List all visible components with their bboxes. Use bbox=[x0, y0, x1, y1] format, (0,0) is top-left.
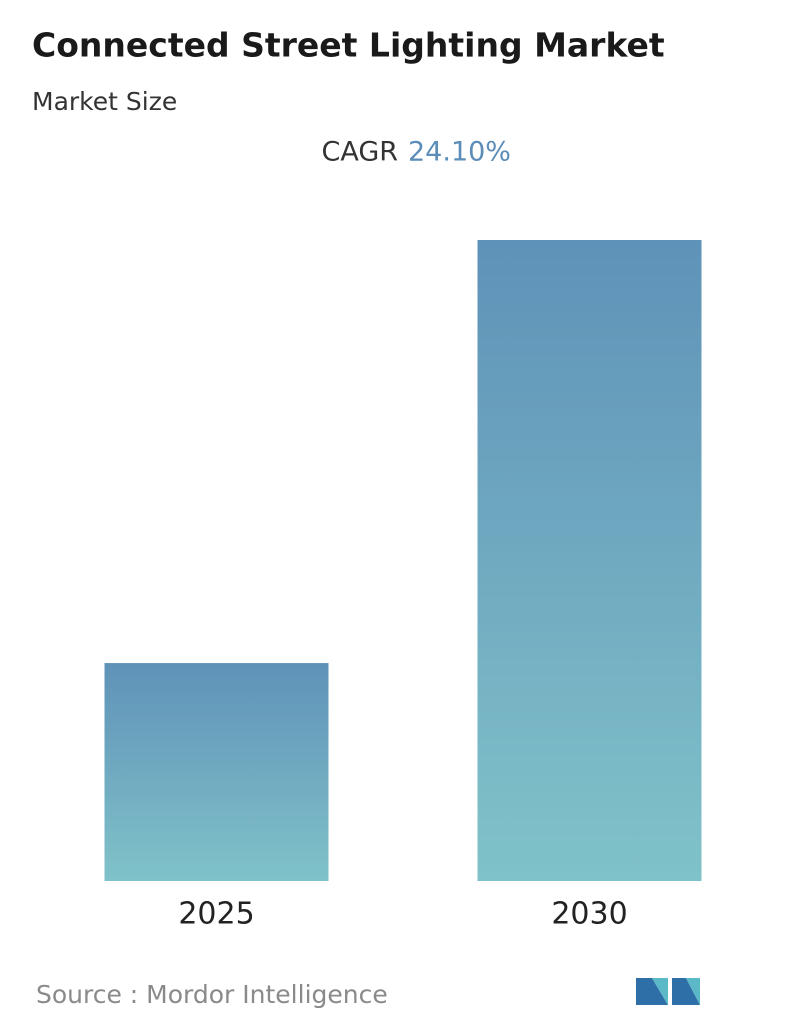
bar bbox=[104, 663, 329, 881]
cagr-value: 24.10% bbox=[408, 137, 511, 168]
cagr-label: CAGR bbox=[321, 137, 398, 168]
x-tick-label: 2030 bbox=[551, 897, 627, 932]
chart-title: Connected Street Lighting Market bbox=[32, 26, 665, 65]
chart-subtitle: Market Size bbox=[32, 87, 177, 116]
x-tick-label: 2025 bbox=[178, 897, 254, 932]
logo bbox=[636, 978, 700, 1005]
source: Source : Mordor Intelligence bbox=[36, 980, 388, 1009]
bar bbox=[477, 240, 702, 881]
